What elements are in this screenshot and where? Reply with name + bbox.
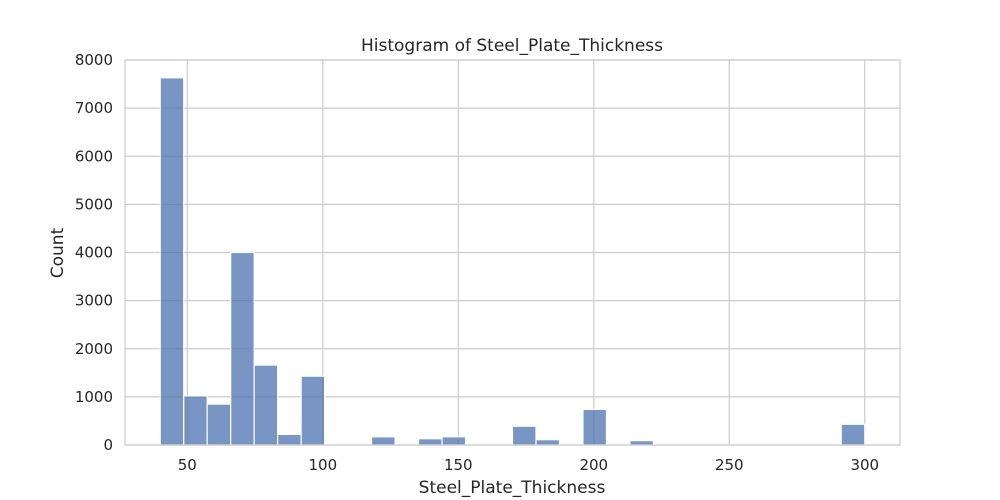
histogram-bar [277, 433, 302, 446]
x-tick-label: 200 [579, 456, 608, 474]
histogram-bar [840, 423, 866, 446]
y-tick-label: 8000 [75, 51, 113, 69]
histogram-bar [206, 403, 232, 446]
histogram-bar [511, 425, 537, 446]
histogram-bar [300, 375, 326, 446]
histogram-bar [417, 438, 443, 446]
histogram-bars [159, 77, 866, 446]
y-tick-label: 3000 [75, 292, 113, 310]
y-tick-label: 0 [103, 436, 113, 454]
y-axis-label: Count [48, 227, 68, 278]
histogram-bar [535, 439, 561, 446]
chart-title: Histogram of Steel_Plate_Thickness [361, 36, 663, 56]
histogram-bar [230, 251, 255, 446]
histogram-bar [582, 408, 608, 446]
y-tick-label: 7000 [75, 99, 113, 117]
x-tick-label: 250 [715, 456, 744, 474]
y-tick-label: 1000 [75, 388, 113, 406]
x-tick-label: 150 [444, 456, 473, 474]
x-axis-label: Steel_Plate_Thickness [419, 478, 606, 498]
y-tick-label: 6000 [75, 147, 113, 165]
x-tick-label: 300 [850, 456, 879, 474]
histogram-bar [159, 77, 185, 446]
x-tick-label: 50 [178, 456, 197, 474]
histogram-bar [183, 395, 208, 446]
x-tick-labels: 50 100 150 200 250 300 [178, 456, 879, 474]
histogram-bar [441, 436, 467, 446]
y-tick-label: 2000 [75, 340, 113, 358]
x-tick-label: 100 [308, 456, 337, 474]
histogram-bar [253, 364, 279, 446]
histogram-bar [370, 436, 396, 446]
y-tick-labels: 0 1000 2000 3000 4000 5000 6000 7000 8000 [75, 51, 113, 454]
y-tick-label: 4000 [75, 244, 113, 262]
plot-frame [124, 59, 901, 446]
histogram-bar [629, 440, 655, 446]
y-tick-label: 5000 [75, 195, 113, 213]
